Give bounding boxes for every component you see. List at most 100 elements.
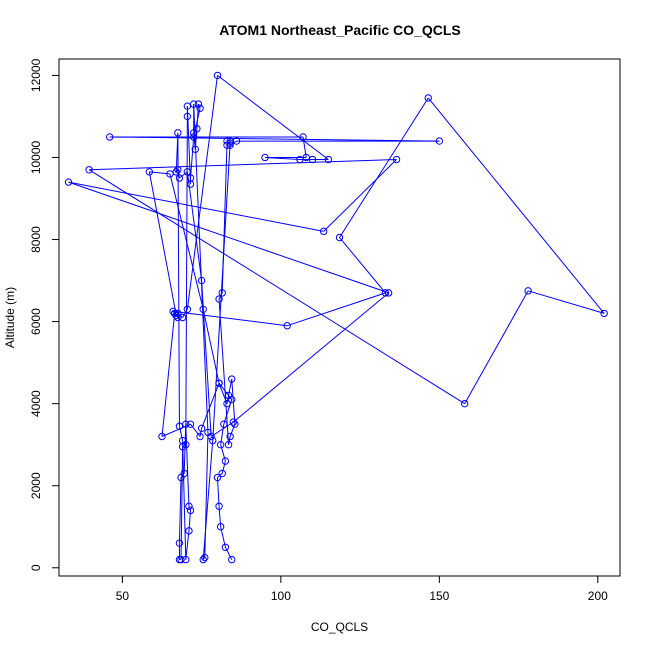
data-point: [106, 133, 114, 141]
series-segment: [218, 299, 230, 445]
series-segment: [182, 309, 188, 318]
data-point: [261, 153, 269, 162]
series-segment: [109, 136, 440, 142]
data-point: [186, 506, 195, 515]
series-segment: [193, 108, 201, 138]
data-point: [435, 137, 444, 145]
series-segment: [217, 75, 329, 160]
series-segment: [339, 97, 429, 238]
series-segment: [204, 432, 209, 558]
data-point: [324, 155, 333, 164]
data-point: [384, 289, 393, 297]
series-segment: [233, 292, 389, 423]
data-point: [392, 155, 401, 164]
data-point: [183, 168, 192, 176]
y-tick-label: 10000: [29, 140, 43, 174]
series-segment: [202, 557, 206, 560]
data-point: [197, 276, 206, 285]
data-point: [191, 145, 199, 153]
data-point: [183, 305, 192, 313]
data-point: [299, 133, 307, 141]
data-point: [229, 418, 238, 426]
data-point: [524, 287, 532, 295]
data-point: [335, 233, 344, 242]
series-segment: [185, 530, 190, 560]
series-segment: [196, 104, 199, 129]
data-point: [215, 295, 223, 303]
series-segment: [148, 171, 177, 316]
data-point: [182, 420, 190, 428]
series-segment: [190, 423, 201, 437]
series-segment: [287, 292, 386, 327]
data-point: [145, 168, 154, 176]
data-point: [185, 527, 193, 535]
data-point: [174, 129, 182, 137]
series-segment: [161, 313, 176, 437]
series-points: [64, 71, 608, 564]
data-point: [209, 436, 217, 445]
data-point: [196, 104, 204, 112]
y-axis: 0 2000 4000 6000 8000 10000 12000: [29, 58, 60, 571]
series-segment: [185, 424, 190, 507]
data-point: [194, 100, 203, 108]
y-tick-label: 8000: [29, 226, 43, 253]
data-point: [213, 71, 222, 80]
series-segment: [427, 97, 605, 314]
data-point: [223, 399, 231, 408]
data-point: [183, 112, 192, 121]
data-point: [174, 313, 182, 322]
series-segment: [229, 424, 236, 437]
data-point: [172, 311, 180, 320]
series-segment: [175, 132, 179, 172]
data-point: [302, 153, 310, 162]
series-segment: [68, 181, 324, 232]
series-lines: [68, 75, 605, 561]
series-segment: [201, 382, 220, 429]
y-axis-label: Altitude (m): [3, 287, 17, 348]
y-tick-label: 0: [29, 564, 43, 571]
series-segment: [231, 379, 236, 425]
series-segment: [68, 181, 389, 294]
data-point: [213, 473, 222, 482]
data-point: [190, 133, 198, 141]
series-segment: [226, 395, 230, 404]
y-tick-label: 2000: [29, 472, 43, 499]
y-tick-label: 6000: [29, 308, 43, 335]
series-segment: [527, 290, 605, 314]
data-point: [197, 424, 206, 432]
series-segment: [201, 280, 212, 437]
series-segment: [178, 477, 182, 544]
data-point: [201, 553, 209, 562]
series-segment: [202, 309, 220, 384]
data-point: [319, 227, 328, 236]
chart-title: ATOM1 Northeast_Pacific CO_QCLS: [219, 22, 460, 38]
data-point: [183, 102, 192, 110]
data-point: [600, 309, 608, 318]
series-segment: [179, 171, 188, 179]
data-point: [174, 309, 182, 318]
data-point: [182, 555, 190, 564]
series-segment: [169, 173, 204, 310]
series-segment: [221, 460, 226, 474]
series-segment: [89, 159, 397, 171]
data-point: [381, 289, 390, 297]
x-axis-label: CO_QCLS: [311, 620, 368, 634]
data-point: [224, 440, 233, 449]
data-point: [174, 166, 182, 174]
data-point: [228, 375, 236, 383]
data-point: [424, 94, 432, 102]
data-point: [185, 502, 193, 510]
data-point: [178, 436, 187, 445]
data-point: [226, 432, 234, 441]
data-point: [215, 379, 223, 387]
series-segment: [210, 421, 234, 437]
series-segment: [199, 428, 203, 437]
x-tick-label: 50: [116, 589, 130, 603]
data-point: [283, 322, 291, 330]
data-point: [166, 170, 174, 178]
data-point: [207, 432, 215, 441]
series-segment: [173, 310, 288, 327]
series-segment: [464, 290, 529, 404]
x-tick-label: 150: [429, 589, 449, 603]
data-point: [172, 168, 180, 176]
